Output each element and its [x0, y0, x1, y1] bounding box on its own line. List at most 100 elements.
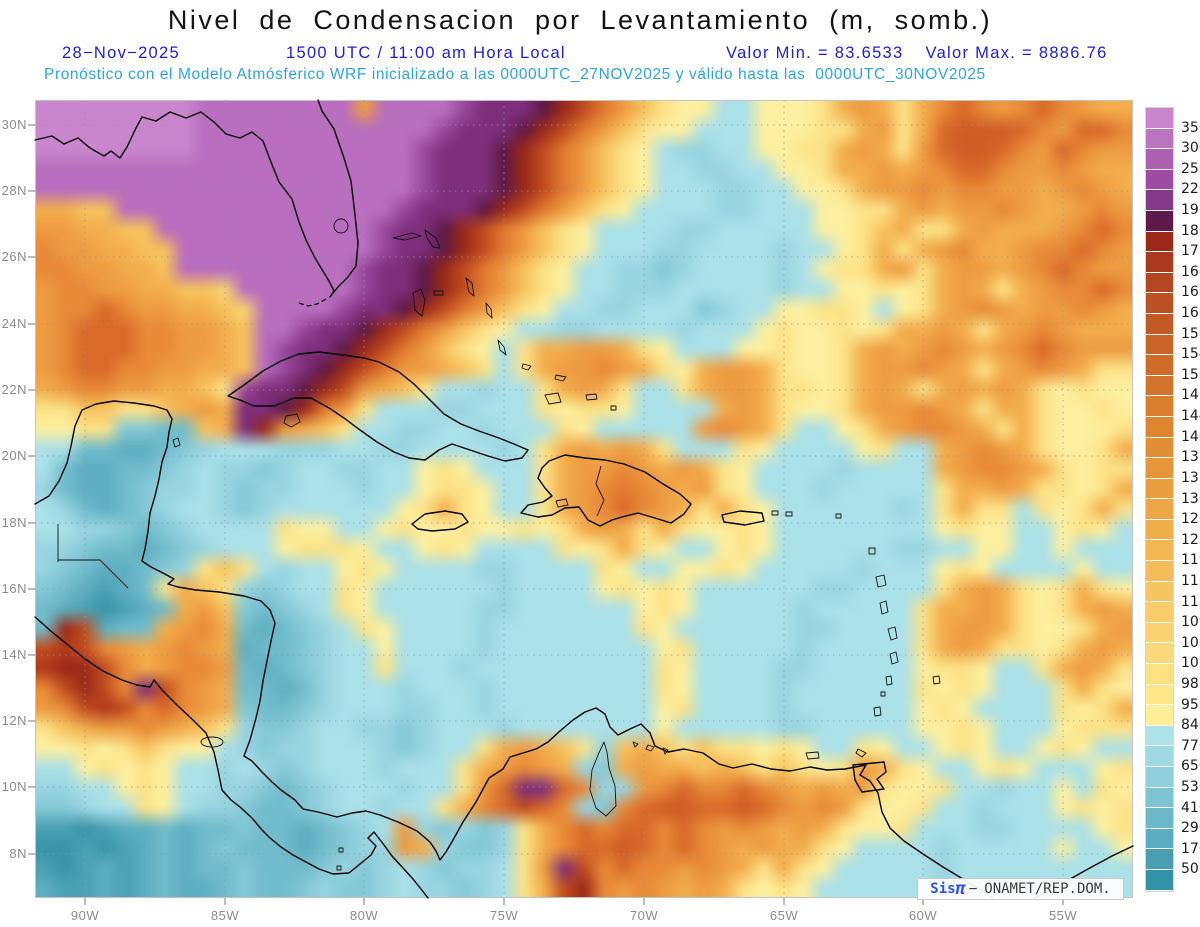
cuba-coastline	[227, 351, 529, 462]
jamaica-coastline	[411, 510, 469, 532]
lat-tick-label: 22N	[1, 382, 27, 397]
colorbar-cell	[1146, 664, 1173, 685]
watermark-brand: Sis	[930, 881, 956, 897]
colorbar-cell	[1146, 602, 1173, 623]
lat-tick-label: 16N	[1, 581, 27, 596]
valid-time-label: 1500 UTC / 11:00 am Hora Local	[286, 44, 566, 62]
colorbar-tick-label: 1125	[1181, 593, 1200, 610]
valor-min-label: Valor Min. = 83.6533	[726, 44, 904, 62]
colorbar-tick-label: 650	[1181, 758, 1200, 775]
lcl-shaded-field-canvas	[35, 100, 1133, 898]
colorbar-tick-label: 530	[1181, 778, 1200, 795]
colorbar-cell	[1146, 684, 1173, 706]
colorbar-tick-label: 1160	[1181, 572, 1200, 589]
lat-tick-label: 12N	[1, 713, 27, 728]
colorbar-tick-label: 1090	[1181, 614, 1200, 631]
axis-ticks	[28, 124, 1064, 905]
lat-tick-label: 10N	[1, 779, 27, 794]
colorbar-tick-label: 1800	[1181, 222, 1200, 239]
lon-tick-label: 90W	[70, 908, 100, 923]
lake-okeechobee	[333, 218, 349, 234]
colorbar-cell	[1146, 519, 1173, 541]
forecast-init-line: Pronóstico con el Modelo Atmósferico WRF…	[44, 66, 986, 83]
colorbar-cell	[1146, 108, 1173, 129]
colorbar-tick-label: 1195	[1181, 552, 1200, 569]
colorbar-tick-label: 1510	[1181, 366, 1200, 383]
colorbar-cell	[1146, 725, 1173, 747]
colorbar-cell	[1146, 705, 1173, 726]
colorbar-cell	[1146, 190, 1173, 211]
colorbar-cell	[1146, 458, 1173, 479]
colorbar-cell	[1146, 828, 1173, 850]
lon-tick-label: 55W	[1048, 908, 1078, 923]
colorbar-tick-label: 1580	[1181, 325, 1200, 342]
colorbar-tick-label: 1335	[1181, 469, 1200, 486]
colorbar-cell	[1146, 767, 1173, 788]
gulf-coast-florida-coastline	[34, 99, 359, 298]
colorbar-cell	[1146, 375, 1173, 397]
yucatan-central-america-south-america-coastline	[34, 400, 994, 899]
colorbar-cell	[1146, 787, 1173, 809]
central-america-borders	[57, 524, 129, 589]
lat-tick-label: 24N	[1, 316, 27, 331]
colorbar-cell	[1146, 169, 1173, 191]
lon-tick-label: 60W	[908, 908, 938, 923]
watermark-separator: −	[968, 881, 978, 897]
colorbar-tick-label: 170	[1181, 840, 1200, 857]
lat-tick-label: 20N	[1, 448, 27, 463]
colorbar-tick-label: 1650	[1181, 284, 1200, 301]
lesser-antilles-islands	[632, 510, 941, 760]
colorbar-tick-label: 3000	[1181, 140, 1200, 157]
watermark-badge: Sis π − ONAMET/REP.DOM.	[917, 878, 1124, 900]
lon-tick-label: 70W	[629, 908, 659, 923]
lat-tick-label: 14N	[1, 647, 27, 662]
colorbar-cell	[1146, 293, 1173, 314]
puerto-rico-coastline	[721, 510, 765, 526]
colorbar-tick-label: 290	[1181, 820, 1200, 837]
colorbar-tick-label: 1545	[1181, 346, 1200, 363]
pacific-coastline	[34, 616, 429, 899]
minmax-values: Valor Min. = 83.6533 Valor Max. = 8886.76	[726, 44, 1108, 63]
colorbar-tick-label: 950	[1181, 696, 1200, 713]
lat-tick-label: 26N	[1, 249, 27, 264]
colorbar-cell	[1146, 540, 1173, 562]
lake-maracaibo	[589, 741, 617, 817]
colorbar-tick-label: 2500	[1181, 160, 1200, 177]
colorbar-tick-label: 1405	[1181, 428, 1200, 445]
lat-tick-label: 28N	[1, 183, 27, 198]
colorbar-tick-label: 1230	[1181, 531, 1200, 548]
colorbar-cell	[1146, 313, 1173, 335]
colorbar-cell	[1146, 478, 1173, 500]
lon-tick-label: 75W	[489, 908, 519, 923]
colorbar-cell	[1146, 149, 1173, 170]
colorbar-tick-label: 1950	[1181, 202, 1200, 219]
colorbar-cell	[1146, 128, 1173, 150]
lat-tick-label: 30N	[1, 117, 27, 132]
colorbar	[1145, 107, 1174, 892]
hispaniola-coastline	[520, 454, 692, 527]
isla-juventud	[283, 413, 301, 428]
lon-tick-label: 85W	[210, 908, 240, 923]
lon-tick-label: 80W	[349, 908, 379, 923]
colorbar-cell	[1146, 746, 1173, 767]
colorbar-tick-label: 1055	[1181, 634, 1200, 651]
colorbar-tick-label: 50	[1181, 861, 1199, 878]
colorbar-tick-label: 1475	[1181, 387, 1200, 404]
colorbar-cell	[1146, 416, 1173, 438]
colorbar-tick-label: 1440	[1181, 408, 1200, 425]
lake-nicaragua	[200, 736, 224, 748]
page-title: Nivel de Condensacion por Levantamiento …	[167, 5, 993, 35]
colorbar-cell	[1146, 561, 1173, 582]
haiti-dr-border	[595, 465, 605, 517]
colorbar-tick-label: 410	[1181, 799, 1200, 816]
colorbar-tick-label: 3500	[1181, 119, 1200, 136]
colorbar-tick-label: 840	[1181, 717, 1200, 734]
colorbar-cell	[1146, 622, 1173, 644]
colorbar-tick-label: 1370	[1181, 449, 1200, 466]
trinidad-coastline	[852, 761, 887, 793]
lon-tick-label: 65W	[769, 908, 799, 923]
colorbar-tick-label: 985	[1181, 675, 1200, 692]
